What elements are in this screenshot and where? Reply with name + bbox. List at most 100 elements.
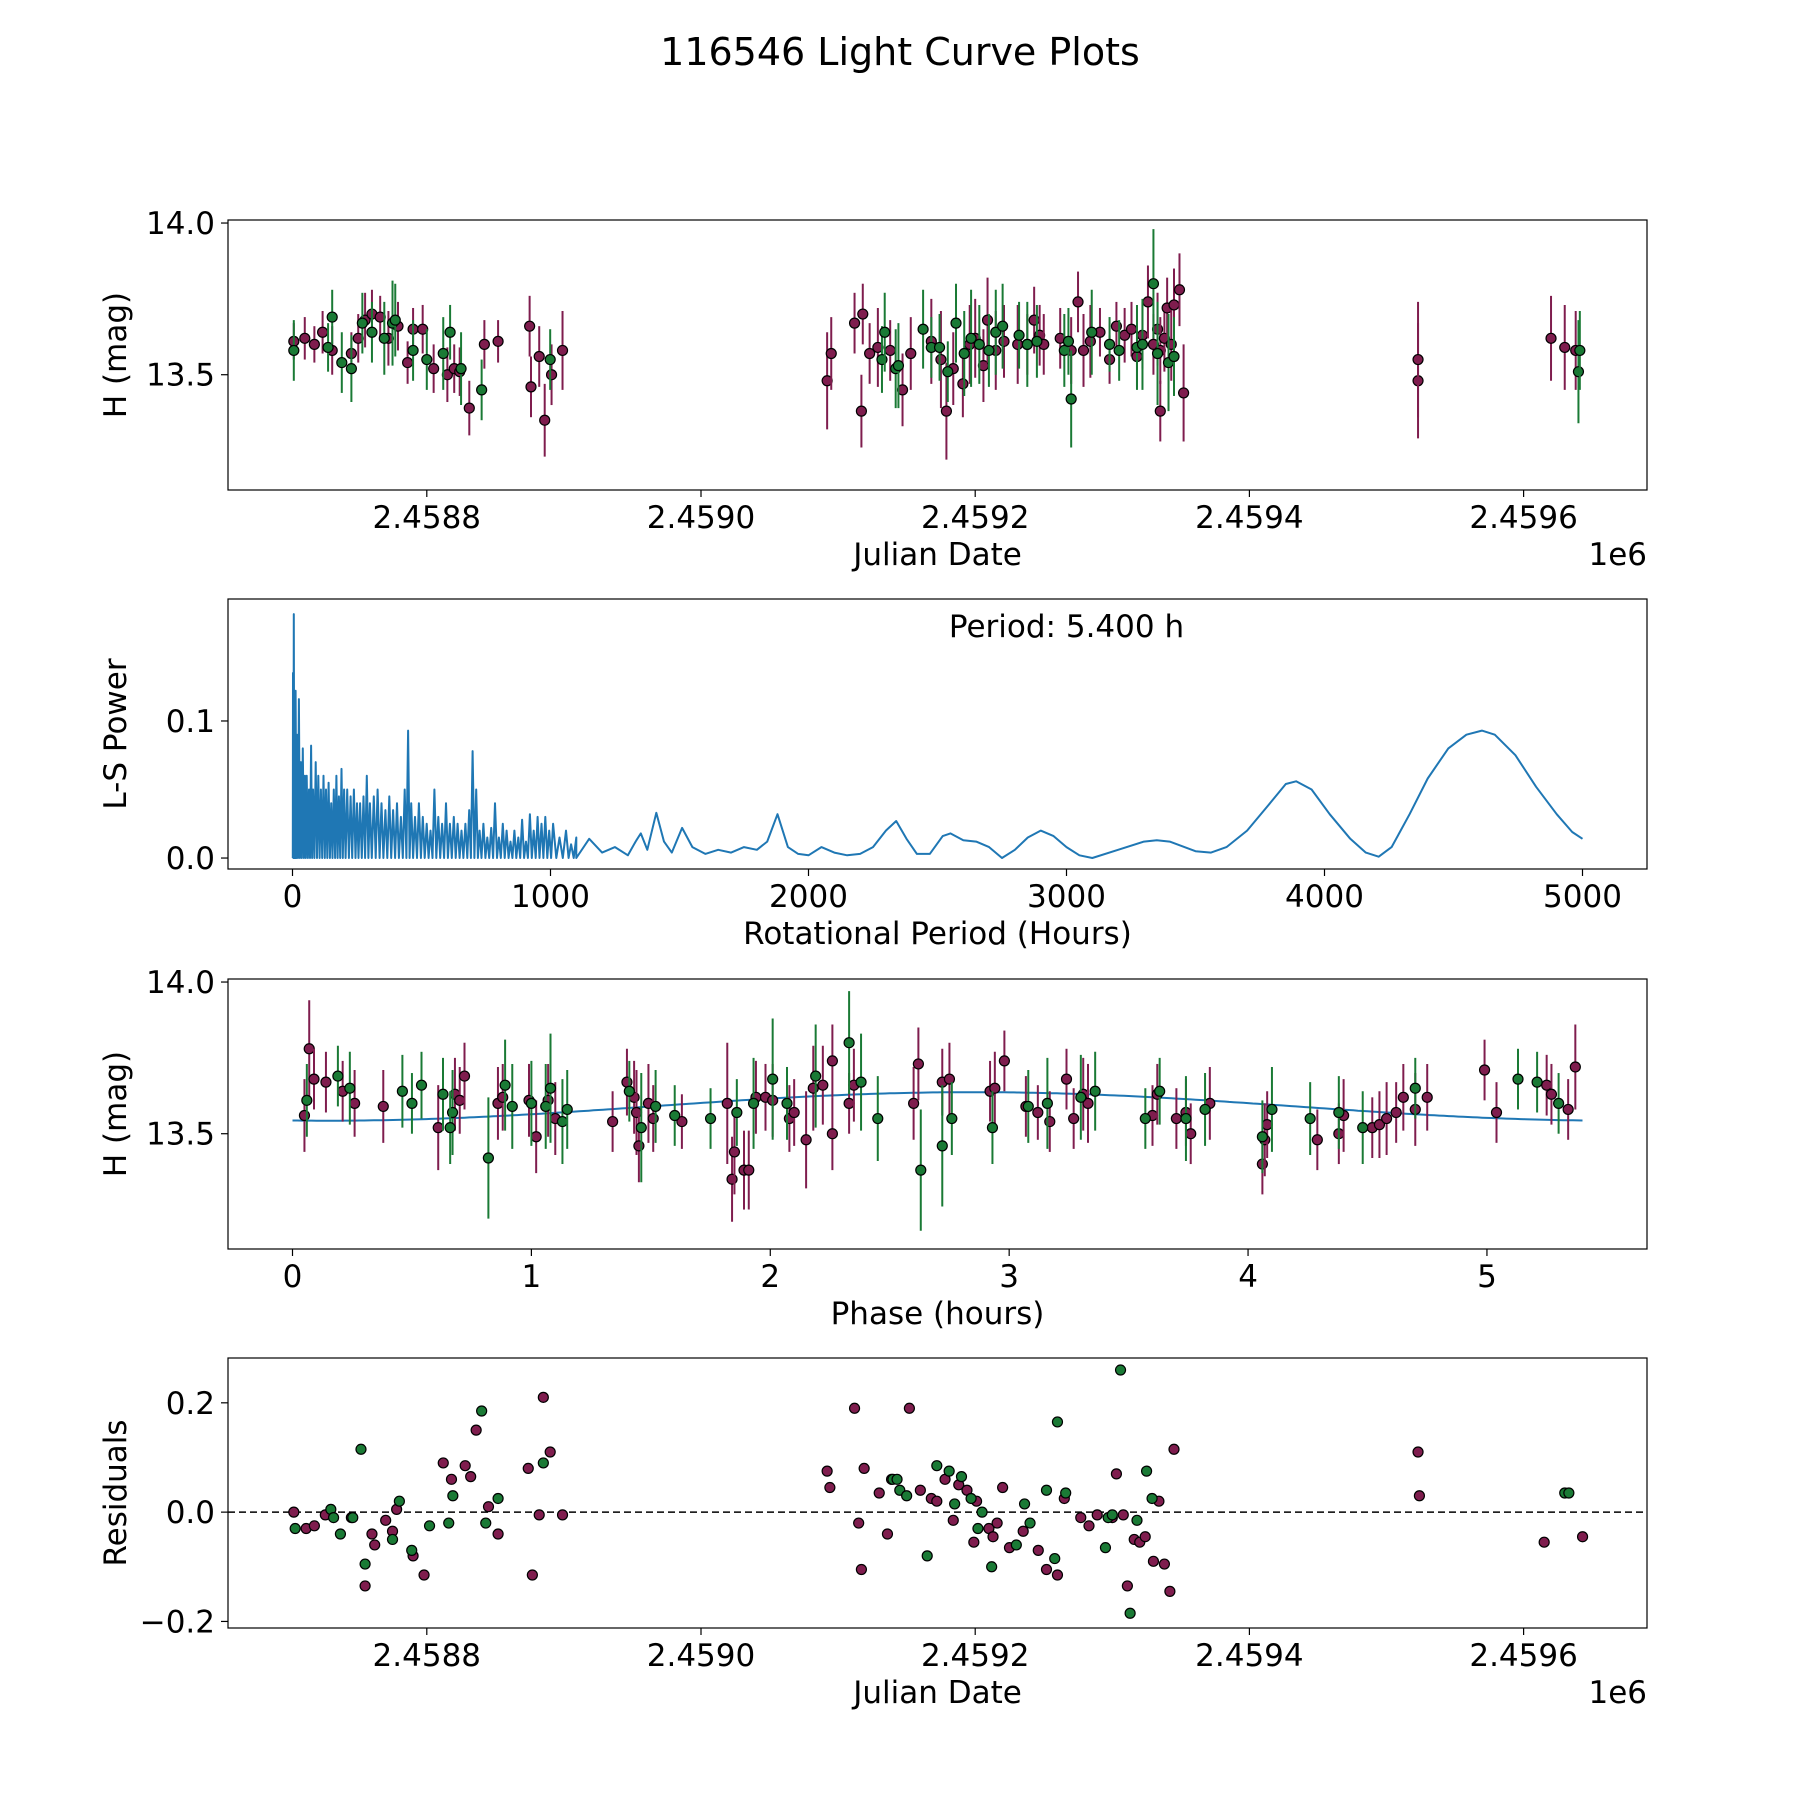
data-point-green [1531,1076,1543,1088]
data-point-green [525,1097,537,1109]
data-point-maroon [537,1391,549,1403]
data-point-green [347,1511,359,1524]
data-point-maroon [1545,1088,1558,1100]
data-point-maroon [545,369,558,381]
data-point-maroon [454,1094,466,1106]
data-point-maroon [522,1462,534,1475]
data-point-maroon [1139,1531,1151,1543]
data-point-maroon [873,1487,885,1499]
data-point-maroon [1478,1064,1491,1076]
x-tick-label: 2 [760,1259,780,1295]
data-point-maroon [912,1058,924,1070]
data-point-green [1304,1112,1316,1125]
data-point-maroon [997,1481,1009,1494]
data-point-green [976,1506,988,1518]
x-tick-label: 2.4596 [1469,1638,1577,1674]
data-point-maroon [1421,1091,1433,1103]
data-point-green [1131,1514,1143,1526]
plot-data [291,613,1584,859]
x-tick-label: 2.4588 [373,500,481,536]
data-point-green [704,1112,717,1125]
data-point-green [986,1122,999,1134]
period-annotation: Period: 5.400 h [949,609,1184,645]
data-point-maroon [349,1097,361,1109]
data-point-maroon [848,317,861,329]
data-point-green [1113,344,1125,357]
data-point-green [767,1073,779,1085]
data-point-green [334,1528,347,1540]
data-point-maroon [991,1517,1003,1529]
data-point-green [955,1471,968,1483]
data-point-green [1563,1487,1575,1499]
data-point-maroon [497,1091,509,1103]
data-point-green [936,1140,948,1152]
data-point-green [1256,1131,1268,1143]
panel-periodogram: 0 1000 2000 3000 4000 5000 0.0 0.1 Rotational Pe… [98,598,1648,952]
y-tick-label: −0.2 [140,1604,215,1640]
data-point-green [855,1076,867,1088]
data-point-maroon [482,1501,495,1513]
data-point-green [1010,1539,1022,1551]
data-point-green [322,341,334,354]
data-point-green [344,1082,356,1094]
data-point-maroon [445,1473,458,1485]
data-point-green [917,323,929,335]
data-point-green [301,1094,313,1106]
x-tick-label: 3 [999,1259,1019,1295]
data-point-maroon [1541,1079,1553,1091]
data-point-green [1099,1542,1112,1554]
data-point-maroon [848,1402,861,1414]
data-point-maroon [998,335,1010,347]
data-point-maroon [1158,1558,1171,1570]
data-point-green [891,1473,903,1485]
panel-residuals: 2.4588 2.4590 2.4592 2.4594 2.4596 −0.2 0.0 0.2… [98,1357,1648,1711]
data-point-green [942,366,954,378]
data-point-maroon [788,1106,800,1119]
data-point-green [359,1558,371,1570]
x-tick-label: 2.4592 [921,1638,1029,1674]
data-point-green [1266,1103,1278,1116]
data-point-maroon [1154,405,1166,417]
data-point-green [1146,1492,1158,1505]
data-point-green [1136,338,1149,350]
data-point-maroon [914,1484,926,1496]
data-point-green [396,1085,408,1097]
data-point-green [499,1079,511,1091]
data-point-maroon [1538,1536,1550,1548]
plot-data [228,1364,1647,1619]
data-point-green [1572,366,1585,378]
data-point-green [1553,1097,1565,1109]
data-point-maroon [556,1509,569,1521]
data-point-green [446,1106,459,1119]
data-point-maroon [1413,1490,1426,1502]
data-point-maroon [1412,1446,1424,1458]
x-tick-label: 4 [1238,1259,1258,1295]
data-point-maroon [987,1531,999,1543]
data-point-maroon [1261,1119,1273,1131]
data-point-maroon [459,1460,471,1472]
data-point-green [288,344,300,357]
data-point-maroon [1040,1563,1053,1576]
data-point-maroon [492,1528,504,1540]
periodogram-line [291,613,1584,859]
data-point-green [892,360,905,372]
panel-phased: 0 1 2 3 4 5 13.5 14.0 Phase (hours) H (mag) [98,965,1648,1332]
data-point-maroon [1168,299,1180,311]
data-point-maroon [1032,1106,1044,1119]
data-point-maroon [402,356,414,369]
x-tick-label: 5000 [1543,879,1622,915]
data-point-green [378,332,390,344]
data-point-green [421,353,433,366]
data-point-maroon [884,344,896,357]
data-point-green [492,1492,504,1505]
data-point-green [943,1465,955,1477]
data-point-maroon [1077,344,1090,357]
data-point-maroon [1012,338,1024,350]
data-point-green [444,1122,456,1134]
y-axis-label: H (mag) [98,1051,134,1177]
x-tick-label: 2.4594 [1195,500,1303,536]
data-point-maroon [1569,1061,1581,1073]
data-point-green [1574,344,1586,357]
data-point-green [1062,335,1075,347]
data-point-green [1139,1112,1151,1125]
